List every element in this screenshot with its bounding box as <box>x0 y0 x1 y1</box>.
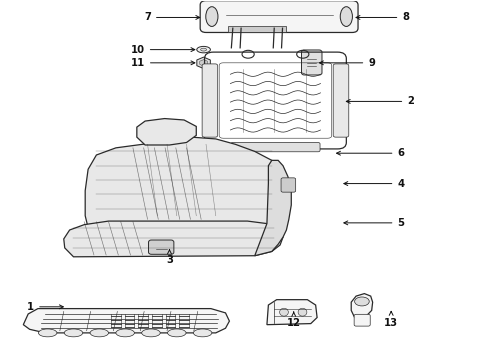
Text: 5: 5 <box>344 218 404 228</box>
Text: 11: 11 <box>131 58 195 68</box>
Ellipse shape <box>206 7 218 26</box>
Ellipse shape <box>38 329 57 337</box>
Polygon shape <box>85 137 287 244</box>
FancyBboxPatch shape <box>202 64 218 137</box>
Text: 13: 13 <box>384 311 398 328</box>
Ellipse shape <box>194 329 212 337</box>
FancyBboxPatch shape <box>231 143 320 152</box>
Polygon shape <box>24 309 229 333</box>
Polygon shape <box>137 118 196 145</box>
Polygon shape <box>64 221 283 257</box>
Ellipse shape <box>355 297 369 306</box>
Ellipse shape <box>340 7 352 26</box>
Ellipse shape <box>197 46 210 53</box>
FancyBboxPatch shape <box>301 50 322 75</box>
Ellipse shape <box>142 329 160 337</box>
FancyBboxPatch shape <box>354 314 370 326</box>
Ellipse shape <box>116 329 134 337</box>
Text: 9: 9 <box>319 58 375 68</box>
Ellipse shape <box>280 308 288 316</box>
Polygon shape <box>267 300 317 325</box>
Ellipse shape <box>201 48 206 51</box>
Ellipse shape <box>168 329 186 337</box>
Text: 3: 3 <box>166 249 173 265</box>
Ellipse shape <box>64 329 83 337</box>
Text: 6: 6 <box>337 148 404 158</box>
Ellipse shape <box>298 308 307 316</box>
Text: 1: 1 <box>27 302 63 312</box>
Text: 8: 8 <box>356 13 409 22</box>
Ellipse shape <box>90 329 109 337</box>
Text: 10: 10 <box>131 45 195 55</box>
FancyBboxPatch shape <box>200 1 358 32</box>
Text: 7: 7 <box>144 13 200 22</box>
FancyBboxPatch shape <box>148 240 174 254</box>
FancyBboxPatch shape <box>281 178 295 192</box>
Text: 12: 12 <box>287 312 301 328</box>
FancyBboxPatch shape <box>228 26 287 32</box>
Polygon shape <box>255 160 291 256</box>
FancyBboxPatch shape <box>333 64 349 137</box>
Text: 4: 4 <box>344 179 404 189</box>
Text: 2: 2 <box>346 96 414 107</box>
Polygon shape <box>351 294 373 318</box>
